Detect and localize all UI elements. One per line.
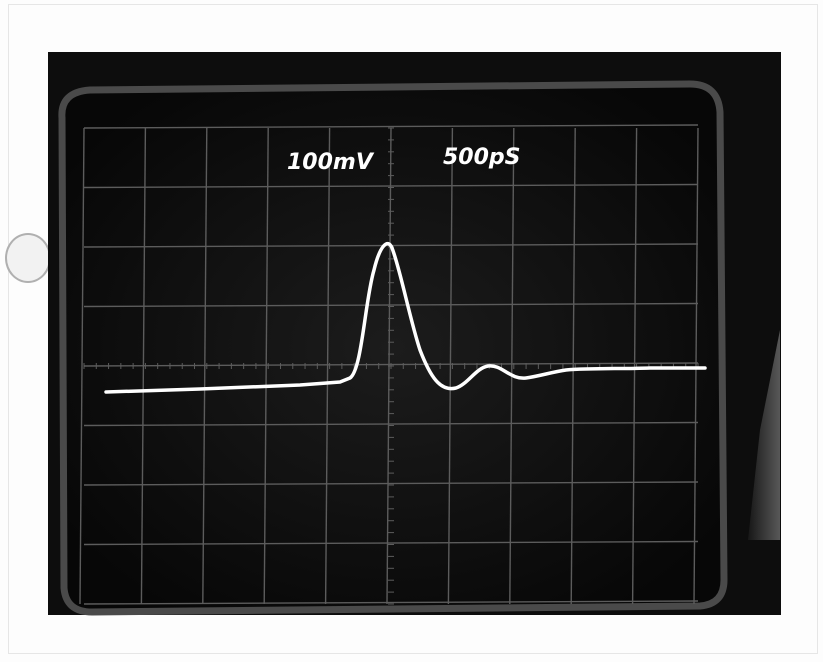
graticule-vline — [693, 127, 699, 605]
graticule-vline — [570, 127, 576, 605]
graticule-vline — [509, 127, 515, 605]
bezel-edge-highlight — [748, 330, 780, 540]
graticule-hline — [83, 481, 699, 486]
paper-border — [8, 4, 818, 654]
graticule-hline — [83, 302, 699, 308]
graticule — [79, 124, 699, 605]
graticule-hline — [83, 600, 699, 605]
crt-bezel — [58, 80, 728, 616]
graticule-hline — [83, 540, 699, 546]
graticule-vline — [263, 127, 269, 605]
time-per-div-label: 500pS — [443, 145, 521, 170]
graticule-vline — [324, 127, 331, 605]
graticule-hline — [83, 183, 699, 189]
punch-hole — [5, 233, 51, 283]
waveform-trace — [104, 241, 707, 394]
graticule-vline — [631, 127, 638, 605]
graticule-hline — [83, 421, 699, 427]
graticule-hline — [83, 124, 699, 129]
volts-per-div-label: 100mV — [287, 150, 375, 175]
graticule-vline — [79, 127, 85, 605]
graticule-vline — [447, 127, 454, 605]
